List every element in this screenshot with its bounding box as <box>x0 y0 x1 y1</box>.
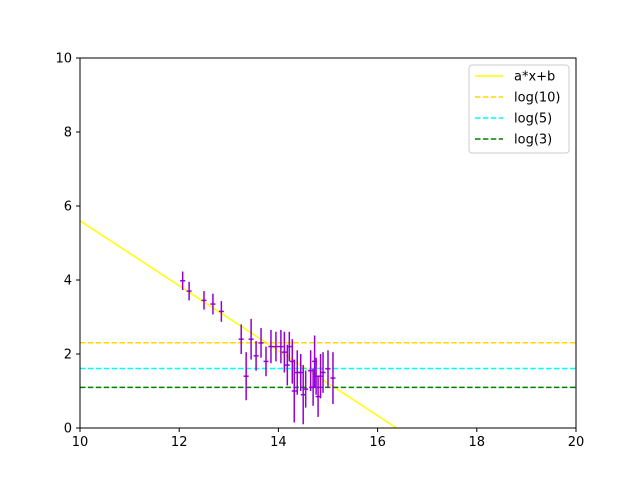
y-axis: 0 2 4 6 8 10 <box>55 52 80 437</box>
y-tick-label: 10 <box>55 52 72 67</box>
legend-entry: a*x+b <box>475 70 555 85</box>
data-point <box>286 331 292 362</box>
data-point <box>284 344 290 386</box>
legend-box <box>468 64 570 154</box>
y-tick-label: 4 <box>64 274 72 289</box>
data-point <box>330 352 336 404</box>
data-point <box>300 365 306 425</box>
data-point <box>318 354 324 399</box>
y-tick-label: 0 <box>64 422 72 437</box>
y-tick-label: 6 <box>64 200 72 215</box>
data-point <box>273 331 279 362</box>
data-point <box>186 281 192 301</box>
data-point <box>308 350 314 391</box>
data-point <box>325 350 331 388</box>
data-point <box>180 271 186 290</box>
legend-entry: log(10) <box>475 91 561 106</box>
legend-entry: log(5) <box>475 112 552 127</box>
x-tick-label: 10 <box>72 435 89 450</box>
x-tick-label: 18 <box>469 435 486 450</box>
data-point <box>248 318 254 360</box>
x-tick-label: 16 <box>369 435 386 450</box>
x-tick-label: 20 <box>568 435 585 450</box>
data-point <box>201 291 207 310</box>
legend-label: log(5) <box>514 112 552 127</box>
legend: a*x+b log(10) log(5) log(3) <box>468 64 570 154</box>
data-point <box>291 359 297 423</box>
data-point <box>315 376 321 417</box>
data-point <box>263 346 269 377</box>
line-a-x-b <box>80 220 397 428</box>
data-point <box>218 301 224 322</box>
x-tick-label: 12 <box>171 435 188 450</box>
x-tick-label: 14 <box>270 435 287 450</box>
data-point <box>253 341 259 371</box>
y-tick-label: 2 <box>64 348 72 363</box>
legend-entry: log(3) <box>475 133 552 148</box>
data-point <box>238 324 244 354</box>
y-tick-label: 8 <box>64 126 72 141</box>
data-point <box>320 352 326 393</box>
data-point <box>268 329 274 364</box>
data-point <box>298 354 304 391</box>
data-point <box>303 370 309 408</box>
legend-label: log(3) <box>514 133 552 148</box>
data-point <box>281 331 287 373</box>
plot-content <box>80 220 576 428</box>
data-point <box>278 329 284 364</box>
data-point <box>243 352 249 401</box>
x-axis: 10 12 14 16 18 20 <box>72 428 585 450</box>
data-point <box>210 293 216 315</box>
plot-frame <box>79 57 577 429</box>
legend-label: a*x+b <box>514 70 555 85</box>
data-point <box>258 328 264 358</box>
legend-label: log(10) <box>514 91 561 106</box>
